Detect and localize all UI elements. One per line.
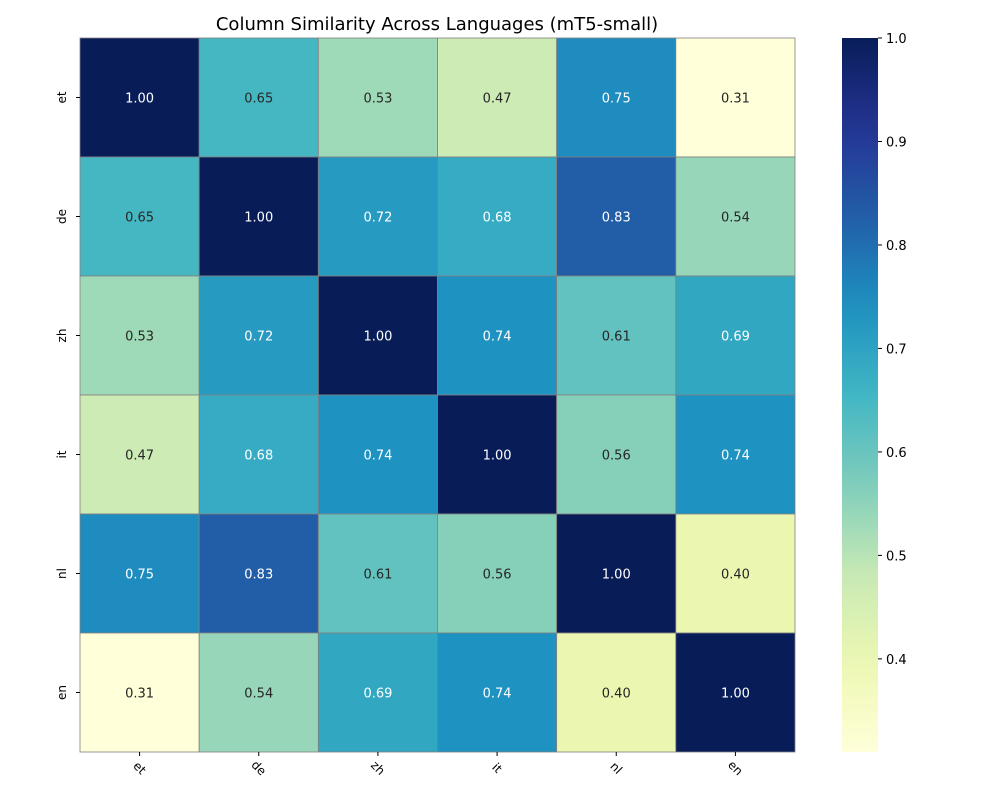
heatmap-cell-nl-nl — [556, 513, 677, 634]
cell-value-label: 0.31 — [125, 687, 154, 702]
cell-value-label: 0.53 — [363, 92, 392, 107]
heatmap-cell-de-de — [198, 156, 319, 277]
cell-value-label: 0.75 — [125, 568, 154, 583]
x-tick-label-nl: nl — [607, 759, 625, 777]
y-tick-label-it: it — [55, 450, 69, 458]
colorbar: 0.4 0.5 0.6 0.7 0.8 0.9 1.0 — [842, 32, 907, 752]
heatmap-cell-et-zh — [317, 37, 438, 158]
cell-value-label: 0.74 — [721, 449, 750, 464]
y-tick-label-et: et — [55, 91, 69, 103]
cell-value-label: 0.72 — [244, 330, 273, 345]
cell-value-label: 1.00 — [483, 449, 512, 464]
heatmap-cell-zh-en — [675, 275, 796, 396]
cell-value-label: 0.31 — [721, 92, 750, 107]
x-tick-label-it: it — [489, 760, 505, 776]
colorbar-tick-label: 0.4 — [886, 653, 907, 668]
heatmap-cell-en-it — [437, 632, 558, 753]
heatmap-cell-de-en — [675, 156, 796, 277]
cell-value-label: 0.69 — [363, 687, 392, 702]
cell-value-label: 0.83 — [602, 211, 631, 226]
heatmap-cell-it-et — [79, 394, 200, 515]
cell-value-label: 0.74 — [483, 330, 512, 345]
heatmap-cell-nl-zh — [317, 513, 438, 634]
heatmap-cell-et-et — [79, 37, 200, 158]
heatmap-cell-it-nl — [556, 394, 677, 515]
cell-value-label: 0.72 — [363, 211, 392, 226]
colorbar-tick-label: 0.5 — [886, 549, 907, 564]
x-tick-label-zh: zh — [368, 758, 388, 778]
cell-value-label: 0.47 — [483, 92, 512, 107]
heatmap-cell-zh-nl — [556, 275, 677, 396]
cell-value-label: 0.69 — [721, 330, 750, 345]
cell-value-label: 0.40 — [602, 687, 631, 702]
colorbar-tick-label: 0.9 — [886, 135, 907, 150]
chart-title: Column Similarity Across Languages (mT5-… — [216, 14, 658, 35]
heatmap-cell-et-it — [437, 37, 558, 158]
y-axis-ticks: et de zh it nl en — [55, 91, 80, 700]
x-tick-label-de: de — [248, 758, 269, 779]
cell-value-label: 0.65 — [244, 92, 273, 107]
y-tick-label-en: en — [55, 685, 69, 700]
heatmap-cell-en-et — [79, 632, 200, 753]
x-axis-ticks: et de zh it nl en — [130, 752, 746, 779]
cell-value-label: 0.74 — [363, 449, 392, 464]
heatmap-cell-et-nl — [556, 37, 677, 158]
heatmap-cell-en-en — [675, 632, 796, 753]
heatmap-cells: 1.00 0.65 0.53 0.47 0.75 0.31 0.65 1.00 0.72 0.68… — [79, 37, 796, 753]
cell-value-label: 0.61 — [602, 330, 631, 345]
heatmap-cell-zh-de — [198, 275, 319, 396]
cell-value-label: 0.68 — [244, 449, 273, 464]
colorbar-tick-label: 1.0 — [886, 32, 907, 47]
cell-value-label: 0.74 — [483, 687, 512, 702]
cell-value-label: 0.68 — [483, 211, 512, 226]
y-tick-label-de: de — [55, 209, 69, 224]
cell-value-label: 0.40 — [721, 568, 750, 583]
cell-value-label: 0.65 — [125, 211, 154, 226]
x-tick-label-et: et — [130, 759, 149, 778]
heatmap-cell-it-de — [198, 394, 319, 515]
cell-value-label: 1.00 — [125, 92, 154, 107]
heatmap-cell-et-en — [675, 37, 796, 158]
colorbar-tick-label: 0.8 — [886, 239, 907, 254]
heatmap-cell-zh-zh — [317, 275, 438, 396]
cell-value-label: 0.56 — [483, 568, 512, 583]
heatmap-cell-it-zh — [317, 394, 438, 515]
cell-value-label: 1.00 — [602, 568, 631, 583]
heatmap-cell-it-en — [675, 394, 796, 515]
cell-value-label: 0.56 — [602, 449, 631, 464]
cell-value-label: 1.00 — [363, 330, 392, 345]
y-tick-label-zh: zh — [55, 329, 69, 343]
cell-value-label: 1.00 — [721, 687, 750, 702]
heatmap-cell-zh-it — [437, 275, 558, 396]
heatmap-cell-en-nl — [556, 632, 677, 753]
heatmap-cell-zh-et — [79, 275, 200, 396]
cell-value-label: 0.75 — [602, 92, 631, 107]
heatmap-cell-it-it — [437, 394, 558, 515]
cell-value-label: 0.53 — [125, 330, 154, 345]
y-tick-label-nl: nl — [55, 568, 69, 579]
colorbar-gradient — [842, 38, 878, 752]
cell-value-label: 0.61 — [363, 568, 392, 583]
heatmap-cell-de-et — [79, 156, 200, 277]
heatmap-cell-nl-et — [79, 513, 200, 634]
heatmap-cell-et-de — [198, 37, 319, 158]
cell-value-label: 0.83 — [244, 568, 273, 583]
heatmap-cell-de-it — [437, 156, 558, 277]
colorbar-tick-label: 0.6 — [886, 446, 907, 461]
colorbar-tick-label: 0.7 — [886, 342, 907, 357]
heatmap-cell-nl-en — [675, 513, 796, 634]
cell-value-label: 0.54 — [244, 687, 273, 702]
cell-value-label: 1.00 — [244, 211, 273, 226]
x-tick-label-en: en — [725, 758, 746, 779]
cell-value-label: 0.47 — [125, 449, 154, 464]
heatmap-cell-nl-it — [437, 513, 558, 634]
cell-value-label: 0.54 — [721, 211, 750, 226]
